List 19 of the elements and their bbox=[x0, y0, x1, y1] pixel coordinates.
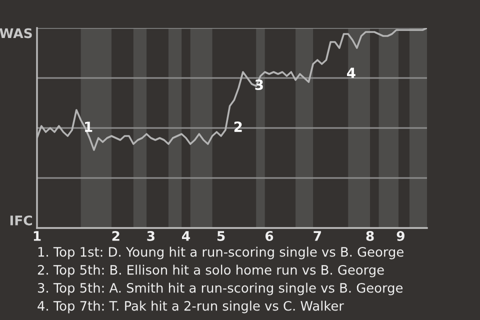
x-tick-label: 3 bbox=[147, 231, 154, 241]
text: 4. Top 7th: T. Pak hit a 2-run single vs C. Walker bbox=[38, 300, 344, 314]
annotation: 3 bbox=[255, 80, 263, 90]
x-tick-label: 9 bbox=[396, 231, 404, 241]
text: 1. Top 1st: D. Young hit a run-scoring single vs B. George bbox=[38, 246, 404, 260]
text: WAS bbox=[0, 28, 32, 38]
annotation: 1 bbox=[85, 122, 92, 132]
x-tick-label: 5 bbox=[217, 231, 225, 241]
x-tick-label: 1 bbox=[34, 231, 41, 241]
x-tick-label: 2 bbox=[112, 231, 120, 241]
text: IFC bbox=[10, 215, 32, 226]
x-tick-label: 6 bbox=[265, 231, 274, 241]
x-tick-label: 8 bbox=[366, 231, 374, 241]
annotation: 4 bbox=[346, 68, 356, 78]
annotation: 2 bbox=[234, 122, 242, 132]
text: 3. Top 5th: A. Smith hit a run-scoring single vs B. George bbox=[38, 282, 403, 296]
x-tick-label: 7 bbox=[314, 231, 321, 241]
x-tick-label: 4 bbox=[182, 231, 190, 241]
text: 2. Top 5th: B. Ellison hit a solo home run vs B. George bbox=[38, 264, 384, 278]
